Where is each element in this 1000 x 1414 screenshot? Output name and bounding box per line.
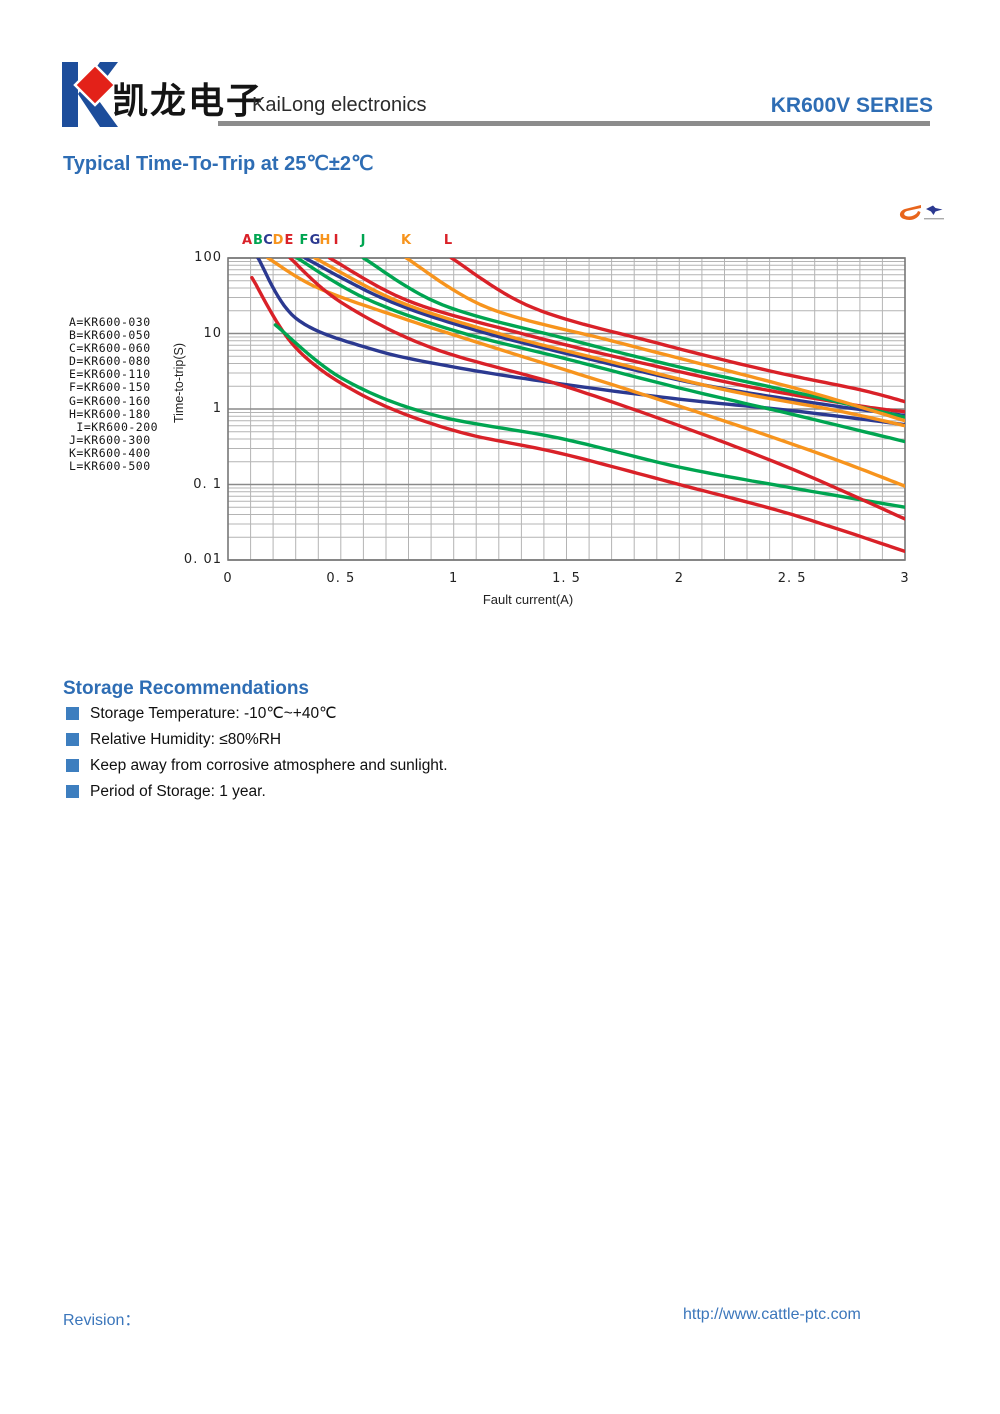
series-curve-D <box>266 258 905 488</box>
page-title: Typical Time-To-Trip at 25℃±2℃ <box>63 153 374 175</box>
x-tick-2: 2 <box>674 571 684 586</box>
header-rule <box>218 121 930 126</box>
curve-letter-G: G <box>309 233 321 248</box>
storage-item-text: Storage Temperature: -10℃~+40℃ <box>90 705 337 722</box>
revision-label: Revision： <box>63 1312 141 1329</box>
series-curve-L <box>449 258 905 404</box>
curve-letter-E: E <box>284 233 294 248</box>
storage-heading: Storage Recommendations <box>63 678 309 699</box>
y-tick-0.01: 0. 01 <box>183 552 222 567</box>
series-curve-F <box>295 258 905 444</box>
storage-item: Relative Humidity: ≤80%RH <box>64 731 448 749</box>
storage-list: Storage Temperature: -10℃~+40℃ Relative H… <box>64 705 448 809</box>
series-label: KR600V SERIES <box>770 94 933 117</box>
storage-item: Keep away from corrosive atmosphere and … <box>64 757 448 775</box>
y-tick-1: 1 <box>212 401 222 416</box>
x-tick-1: 1 <box>449 571 459 586</box>
chart-grid <box>227 257 906 561</box>
series-curve-K <box>404 258 905 423</box>
y-tick-100: 100 <box>194 250 222 265</box>
x-tick-2.5: 2. 5 <box>777 571 807 586</box>
kailong-logo <box>58 62 120 140</box>
x-axis-title: Fault current(A) <box>482 592 574 607</box>
legend-entry-K: K=KR600-400 <box>69 445 151 460</box>
bullet-square-icon <box>66 759 79 772</box>
bullet-square-icon <box>66 707 79 720</box>
legend-entry-B: B=KR600-050 <box>69 328 151 343</box>
chart-watermark <box>895 198 950 230</box>
watermark-plane-icon <box>926 205 943 215</box>
logo-red-diamond <box>73 63 117 107</box>
curve-letter-F: F <box>299 233 309 248</box>
curve-letter-L: L <box>443 233 453 248</box>
series-curve-G <box>303 258 905 418</box>
series-curve-H <box>313 258 905 428</box>
storage-item: Period of Storage: 1 year. <box>64 783 448 801</box>
x-tick-0: 0 <box>223 571 233 586</box>
storage-item-text: Relative Humidity: ≤80%RH <box>90 731 282 748</box>
series-curve-A <box>250 275 905 554</box>
legend-entry-F: F=KR600-150 <box>69 380 151 395</box>
watermark-underline <box>924 218 944 220</box>
x-tick-1.5: 1. 5 <box>552 571 581 586</box>
series-curve-J <box>361 258 905 419</box>
legend-entry-I: I=KR600-200 <box>69 419 159 434</box>
curve-letter-H: H <box>319 233 331 248</box>
legend-entry-L: L=KR600-500 <box>69 459 151 474</box>
bullet-square-icon <box>66 733 79 746</box>
storage-item-text: Period of Storage: 1 year. <box>90 783 266 800</box>
storage-item: Storage Temperature: -10℃~+40℃ <box>64 705 448 723</box>
kailong-logo-graphic <box>62 62 118 127</box>
legend-entry-G: G=KR600-160 <box>69 393 151 408</box>
legend-entry-C: C=KR600-060 <box>69 341 151 356</box>
logo-k-bar <box>62 62 78 127</box>
y-tick-0.1: 0. 1 <box>193 476 222 492</box>
y-tick-10: 10 <box>203 325 222 341</box>
curve-letter-C: C <box>263 233 273 248</box>
curve-letter-D: D <box>272 233 284 248</box>
series-curve-B <box>273 323 905 509</box>
brand-name-chinese: 凯龙电子 <box>112 81 265 122</box>
legend-entry-J: J=KR600-300 <box>69 432 151 447</box>
watermark-logo-icon <box>899 205 944 220</box>
x-tick-3: 3 <box>900 571 910 586</box>
curve-letter-I: I <box>333 233 339 248</box>
watermark-swoosh <box>899 205 921 220</box>
curve-letter-J: J <box>360 233 366 248</box>
curve-letter-K: K <box>400 233 412 248</box>
x-tick-0.5: 0. 5 <box>326 571 356 586</box>
chart-curves <box>250 258 905 554</box>
legend-entry-E: E=KR600-110 <box>69 367 151 382</box>
series-curve-I <box>327 258 905 414</box>
series-curve-E <box>288 258 905 521</box>
legend-entry-H: H=KR600-180 <box>69 406 151 421</box>
curve-letter-B: B <box>253 233 263 248</box>
brand-name-english: KaiLong electronics <box>252 94 427 116</box>
website-url[interactable]: http://www.cattle-ptc.com <box>683 1306 861 1323</box>
series-curve-C <box>256 258 905 427</box>
bullet-square-icon <box>66 785 79 798</box>
legend-entry-D: D=KR600-080 <box>69 354 151 369</box>
curve-letter-A: A <box>241 233 253 248</box>
legend-entry-A: A=KR600-030 <box>69 315 151 329</box>
storage-item-text: Keep away from corrosive atmosphere and … <box>90 757 448 774</box>
chart-legend: A=KR600-030 B=KR600-050 C=KR600-060 D=KR600… <box>69 315 159 474</box>
